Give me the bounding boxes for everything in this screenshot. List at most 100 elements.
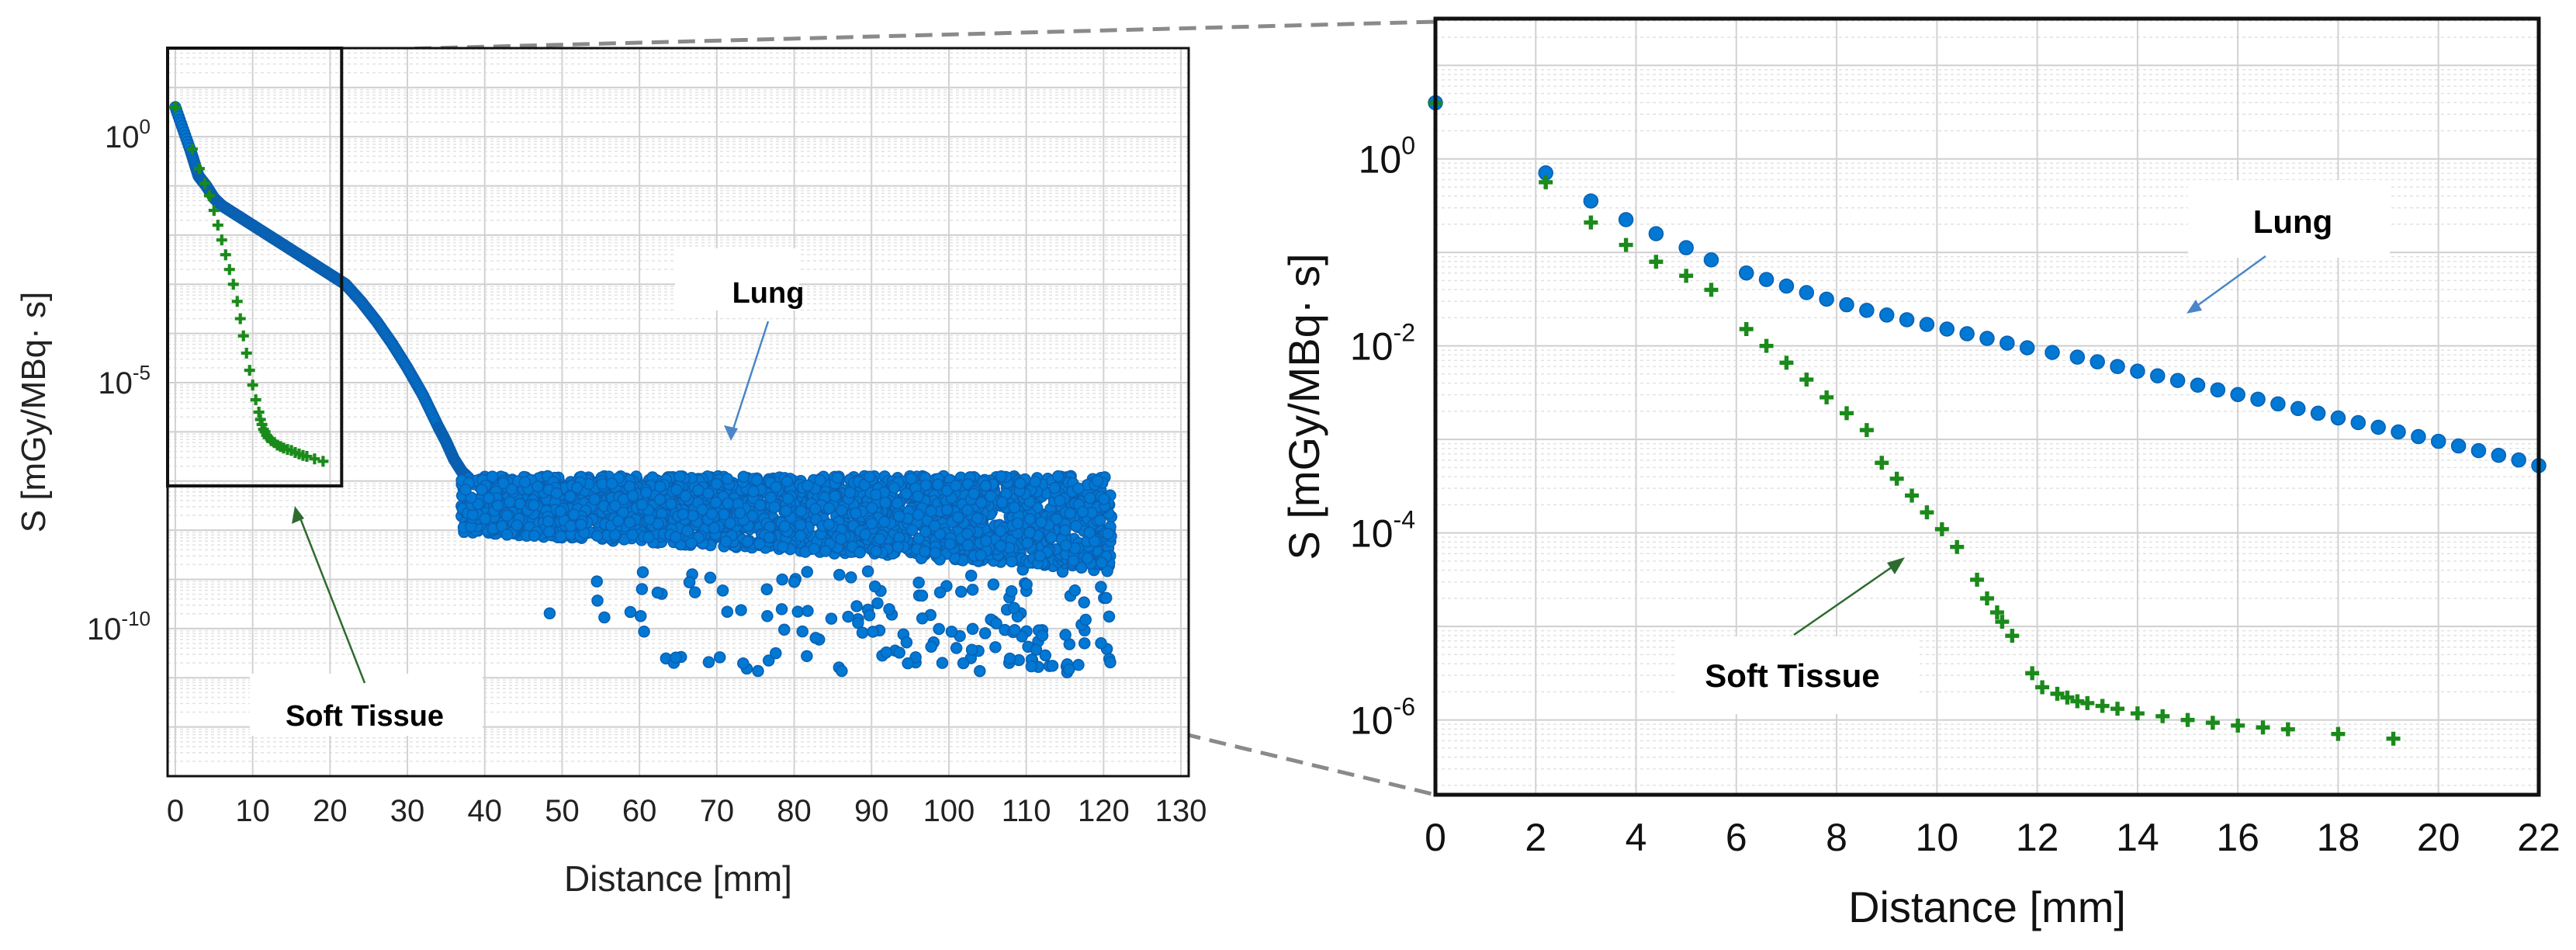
data-point: [1934, 522, 1949, 536]
data-point: [244, 365, 255, 376]
data-point: [1078, 596, 1090, 608]
lung-arrowhead: [2186, 300, 2202, 314]
data-point: [543, 607, 556, 620]
data-point: [961, 504, 974, 516]
data-point: [750, 473, 763, 487]
data-point: [775, 603, 788, 615]
data-point: [1021, 536, 1034, 550]
x-tick-label: 6: [1726, 816, 1747, 859]
data-point: [651, 586, 664, 599]
data-point: [780, 504, 792, 518]
data-point: [1619, 238, 1633, 252]
data-point: [575, 518, 587, 531]
data-point: [2205, 716, 2220, 730]
data-point: [2270, 396, 2286, 412]
data-point: [788, 576, 801, 588]
series-soft-tissue: [169, 102, 329, 467]
data-point: [925, 504, 937, 518]
data-point: [1840, 406, 1854, 421]
data-point: [950, 479, 962, 492]
data-point: [974, 664, 986, 678]
data-point: [1020, 578, 1033, 591]
data-point: [1939, 321, 1955, 337]
data-point: [491, 499, 504, 512]
data-point: [528, 529, 541, 543]
data-point: [770, 647, 782, 660]
data-point: [795, 518, 807, 532]
lung-arrowhead: [724, 425, 738, 441]
data-point: [809, 632, 822, 644]
data-point: [853, 546, 866, 559]
data-point: [720, 535, 732, 548]
data-point: [550, 487, 563, 500]
data-point: [670, 651, 682, 664]
data-point: [635, 498, 649, 511]
data-point: [2130, 363, 2145, 379]
data-point: [500, 529, 514, 541]
data-point: [2155, 709, 2170, 723]
data-point: [301, 451, 313, 463]
data-point: [952, 511, 964, 524]
data-point: [1059, 629, 1072, 641]
data-point: [1051, 470, 1065, 483]
data-point: [2280, 722, 2295, 737]
data-point: [770, 480, 782, 494]
right-chart: 0 2 4 6 8 10 12 14 16 18 20 2210010-210-410-6Distan…: [1279, 16, 2560, 931]
data-point: [979, 535, 992, 547]
data-point: [735, 604, 747, 616]
data-point: [762, 654, 775, 667]
data-point: [476, 484, 488, 496]
data-point: [1099, 591, 1113, 605]
data-point: [1101, 565, 1113, 577]
data-point: [1899, 312, 1915, 328]
data-point: [2190, 377, 2206, 394]
data-point: [879, 496, 892, 509]
data-point: [1078, 637, 1091, 650]
data-point: [250, 394, 261, 406]
data-point: [203, 190, 215, 202]
data-point: [681, 525, 694, 537]
data-point: [1678, 240, 1694, 255]
data-point: [642, 531, 655, 543]
data-point: [2411, 428, 2426, 445]
data-point: [859, 528, 871, 541]
data-point: [673, 470, 686, 483]
data-point: [590, 575, 604, 588]
data-point: [2095, 699, 2110, 713]
data-point: [1959, 326, 1975, 342]
x-tick-label: 70: [700, 794, 735, 828]
data-point: [237, 330, 249, 342]
data-point: [704, 571, 717, 584]
data-point: [2256, 720, 2270, 735]
data-point: [2080, 695, 2095, 710]
data-point: [778, 520, 791, 532]
data-point: [1919, 317, 1935, 332]
data-point: [1068, 584, 1082, 597]
x-tick-label: 14: [2116, 816, 2159, 859]
data-point: [1036, 629, 1049, 642]
data-point: [234, 313, 246, 324]
data-point: [1054, 494, 1066, 507]
data-point: [1989, 605, 2004, 620]
y-tick-exponent: -5: [133, 361, 151, 384]
data-point: [964, 569, 978, 582]
data-point: [1759, 338, 1774, 353]
data-point: [1819, 390, 1834, 404]
data-point: [919, 545, 931, 558]
data-point: [868, 580, 881, 593]
data-point: [716, 584, 729, 597]
data-point: [2330, 410, 2346, 426]
data-point: [833, 568, 846, 581]
data-point: [865, 517, 878, 530]
data-point: [883, 603, 895, 615]
data-point: [722, 497, 734, 510]
data-point: [1739, 322, 1754, 336]
data-point: [497, 477, 510, 490]
data-point: [1083, 526, 1096, 539]
data-point: [1875, 456, 1889, 470]
data-point: [564, 519, 577, 532]
data-point: [483, 492, 495, 504]
data-point: [683, 576, 696, 589]
data-point: [957, 657, 970, 670]
